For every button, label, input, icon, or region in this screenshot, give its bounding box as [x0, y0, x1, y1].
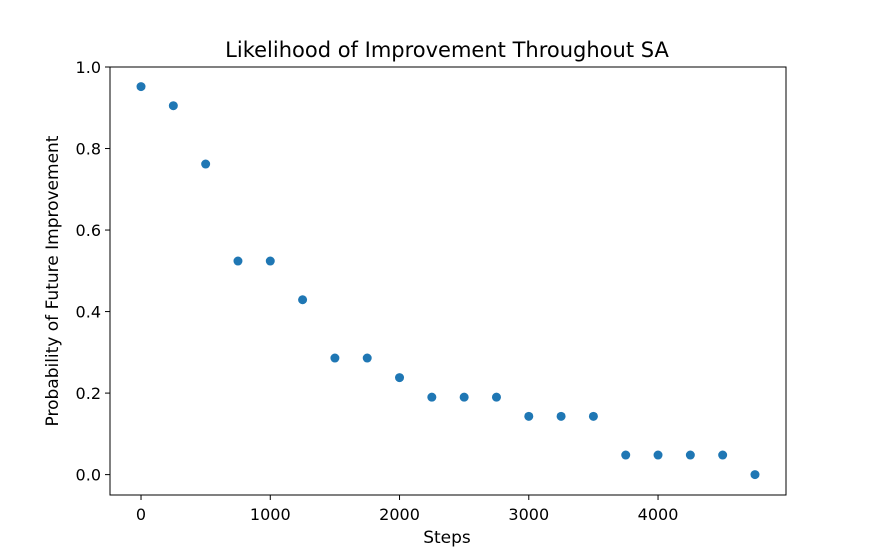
x-tick-label: 4000 [638, 505, 679, 524]
y-tick-label: 0.4 [76, 303, 101, 322]
data-point [588, 411, 598, 421]
data-point [621, 450, 631, 460]
x-tick-label: 0 [136, 505, 146, 524]
data-point [330, 353, 340, 363]
data-point [556, 411, 566, 421]
y-tick-label: 0.6 [76, 221, 101, 240]
data-point [491, 392, 501, 402]
data-point [718, 450, 728, 460]
data-point [298, 295, 308, 305]
data-point [233, 256, 243, 266]
y-tick-label: 0.0 [76, 466, 101, 485]
axis-ticks: 0 1000 2000 3000 4000 0.0 0.2 0.4 0.6 0.8 1.0 [76, 58, 679, 524]
y-tick-label: 1.0 [76, 58, 101, 77]
data-point [685, 450, 695, 460]
data-point [750, 470, 760, 480]
x-tick-label: 2000 [379, 505, 420, 524]
y-tick-label: 0.2 [76, 384, 101, 403]
chart-title: Likelihood of Improvement Throughout SA [225, 38, 669, 62]
x-tick-label: 1000 [250, 505, 291, 524]
data-point [168, 101, 178, 111]
data-point [362, 353, 372, 363]
data-point [459, 392, 469, 402]
plot-frame [109, 66, 787, 496]
y-axis-label: Probability of Future Improvement [43, 135, 63, 426]
data-point [395, 373, 405, 383]
data-point [653, 450, 663, 460]
data-point [136, 82, 146, 92]
data-points [136, 82, 760, 480]
data-point [265, 256, 275, 266]
data-point [524, 411, 534, 421]
x-tick-label: 3000 [508, 505, 549, 524]
data-point [427, 392, 437, 402]
data-point [201, 159, 211, 169]
x-axis-label: Steps [423, 528, 471, 548]
y-tick-label: 0.8 [76, 140, 101, 159]
